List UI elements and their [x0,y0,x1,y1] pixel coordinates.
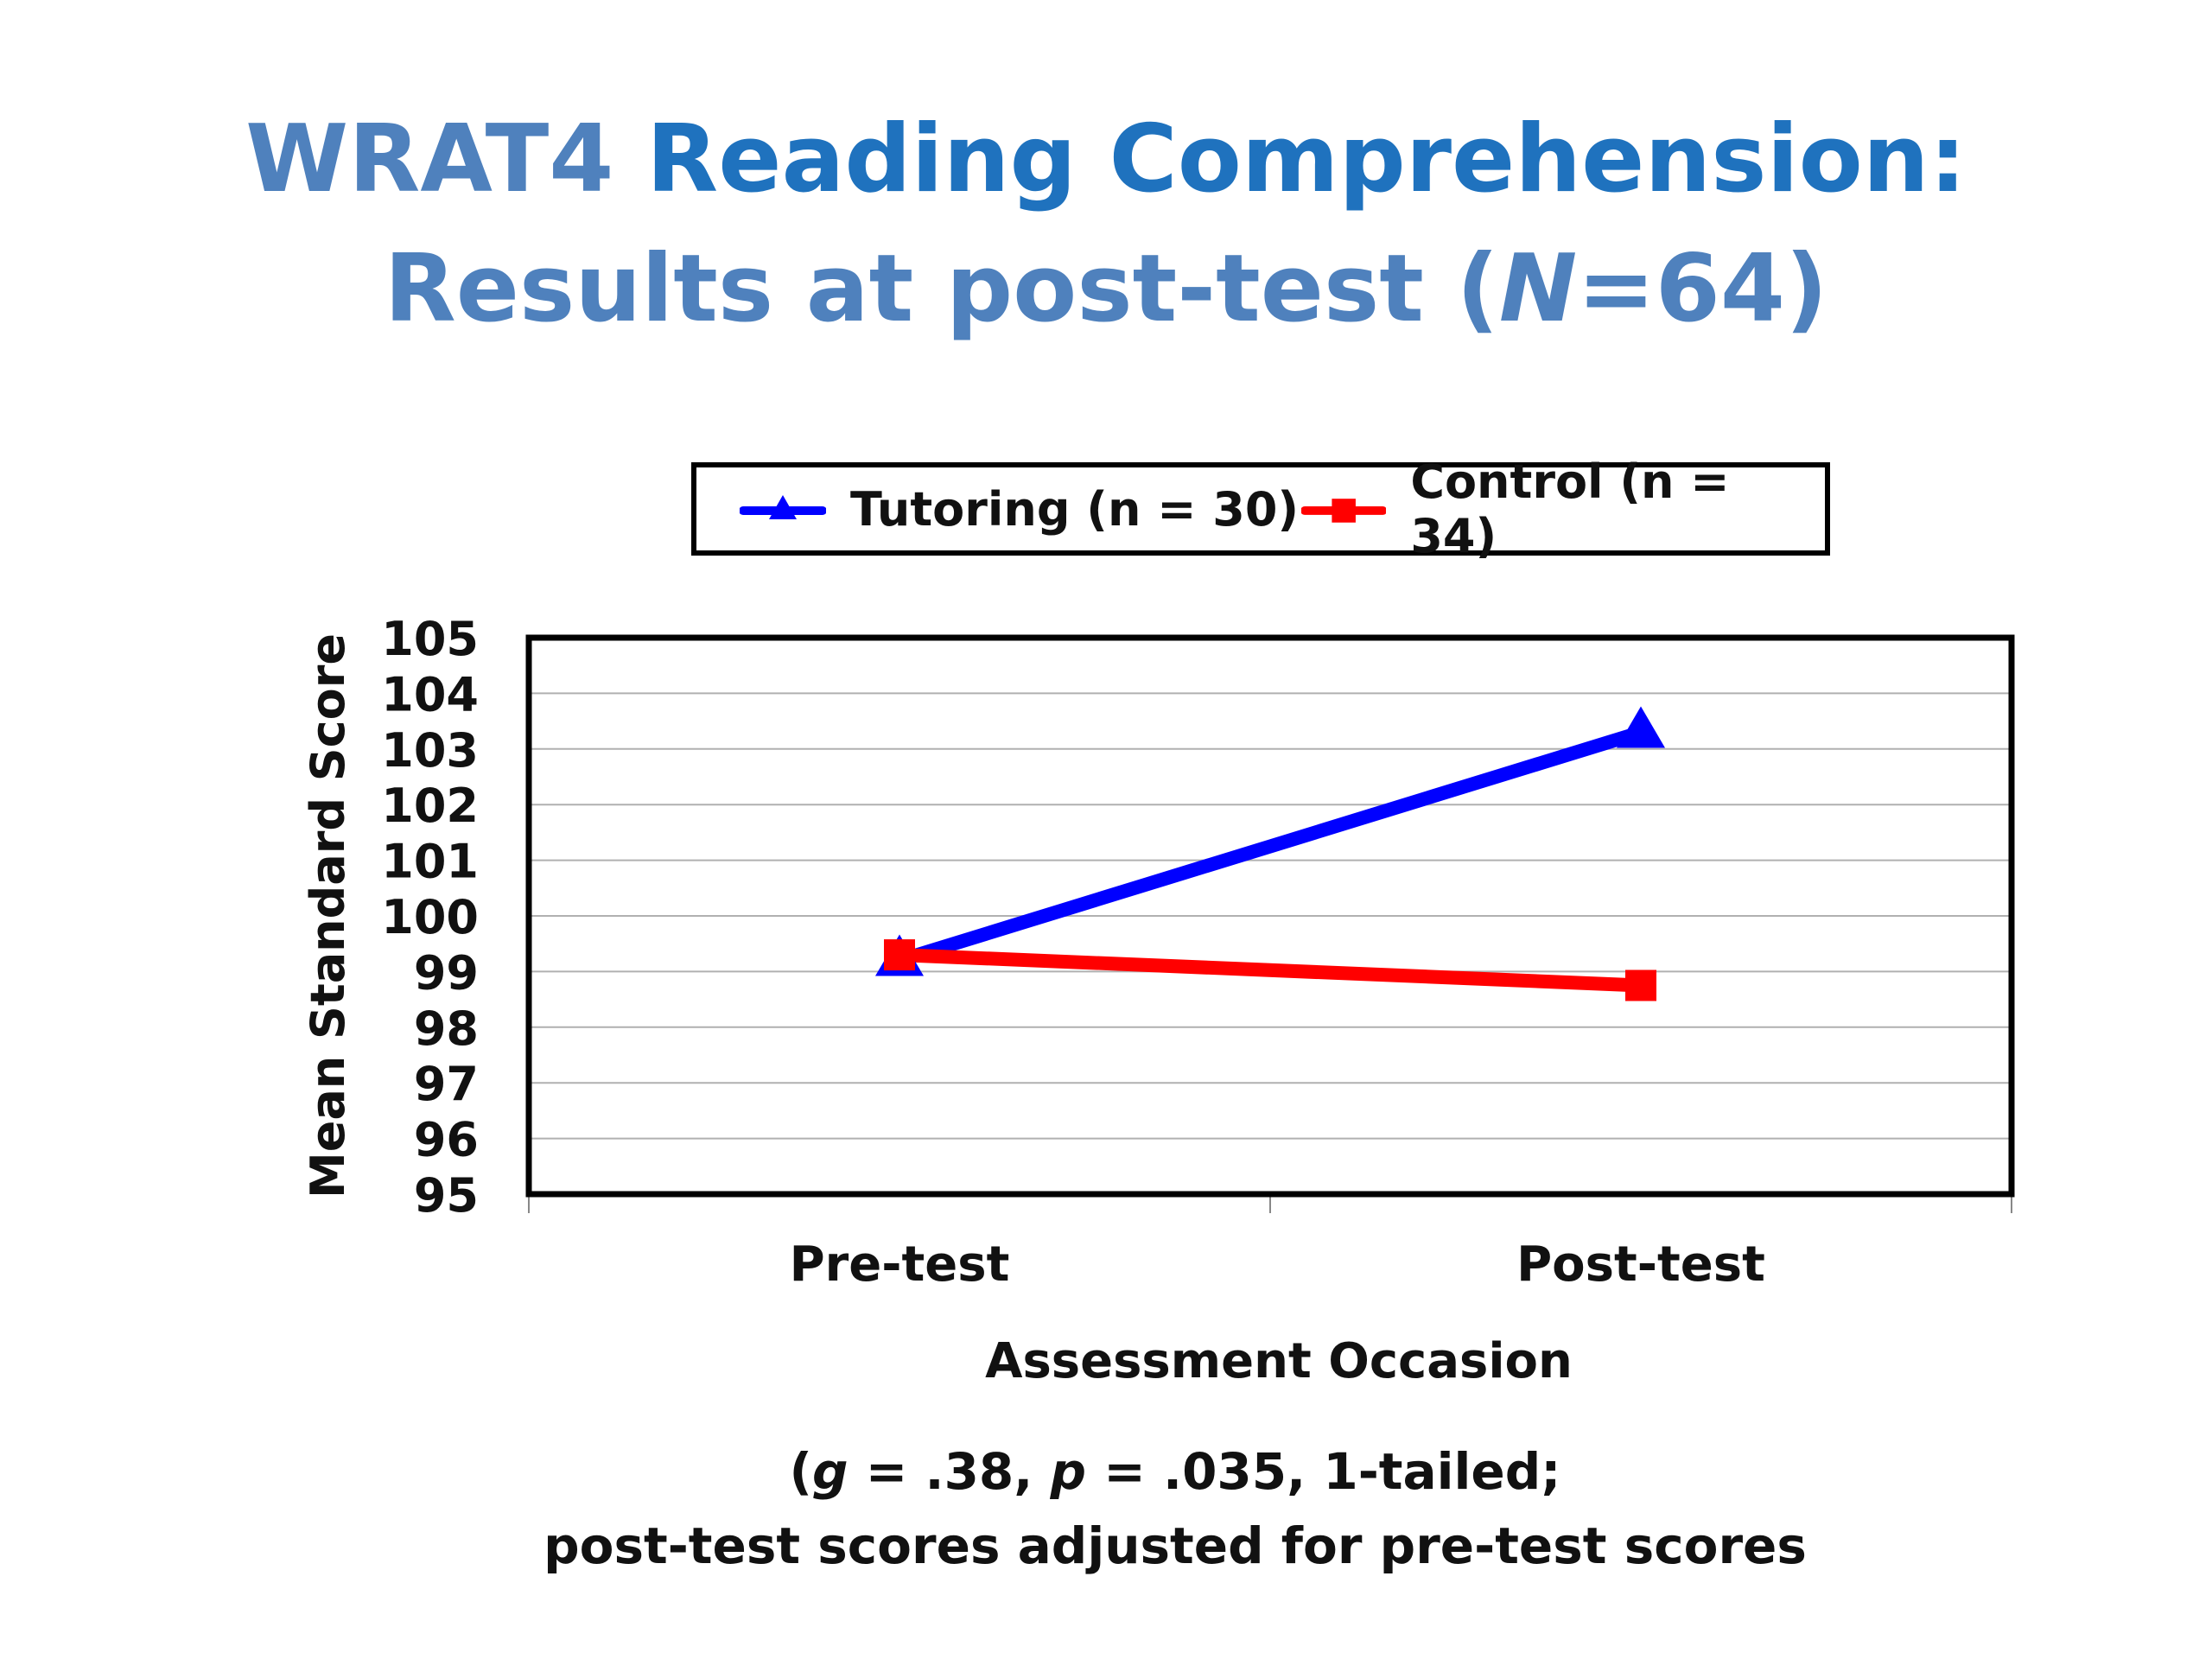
legend-label-control: Control (n = 34) [1410,454,1730,563]
footnote-open-paren: ( [789,1442,813,1501]
legend-swatch-tutoring [740,495,826,519]
x-tick-label: Post-test [1516,1236,1765,1293]
title-wrat4: WRAT4 [245,105,614,213]
plot-frame [525,634,2015,1198]
title-n-value: =64) [1577,235,1828,343]
series-line-tutoring [897,725,1643,968]
legend-marker-control [1332,499,1356,523]
footnote: (g = .38, p = .035, 1-tailed; post-test … [0,1434,2212,1583]
legend-swatch-control [1301,499,1387,523]
y-tick-label: 104 [381,667,479,721]
data-point-control [1625,969,1656,1001]
x-axis-title: Assessment Occasion [985,1333,1573,1389]
y-tick-label: 102 [381,779,479,833]
data-point-control [884,939,915,971]
y-tick-label: 103 [381,723,479,778]
footnote-g-symbol: g [812,1442,849,1501]
y-axis-title: Mean Standard Score [301,633,355,1198]
title-reading-comprehension: Reading Comprehension: [613,105,1967,213]
y-tick-label: 101 [381,835,479,889]
legend-item-tutoring: Tutoring (n = 30) [740,467,1299,550]
y-tick-label: 100 [381,890,479,944]
legend-label-tutoring: Tutoring (n = 30) [850,481,1300,537]
legend-item-control: Control (n = 34) [1301,454,1825,563]
footnote-p-text: = .035, 1-tailed; [1086,1442,1561,1501]
title-line-2: Results at post-test (N=64) [0,225,2212,354]
legend: Tutoring (n = 30) Control (n = 34) [691,454,1830,563]
y-tick-label: 105 [381,612,479,666]
legend-marker-tutoring [769,495,797,519]
data-point-tutoring [1617,706,1665,748]
footnote-g-text: = .38, [848,1442,1051,1501]
title-results-text: Results at post-test ( [384,235,1499,343]
footnote-p-symbol: p [1050,1442,1087,1501]
footnote-line-1: (g = .38, p = .035, 1-tailed; [0,1434,2212,1509]
title-line-1: WRAT4 Reading Comprehension: [0,95,2212,225]
x-tick-label: Pre-test [790,1236,1010,1293]
y-tick-label: 95 [414,1168,479,1223]
y-tick-label: 98 [414,1001,479,1056]
footnote-line-2: post-test scores adjusted for pre-test s… [543,1516,1807,1575]
y-tick-label: 97 [414,1057,479,1111]
series-line-control [899,948,1642,993]
y-tick-label: 99 [414,945,479,1000]
y-tick-label: 96 [414,1113,479,1167]
title-n-symbol: N [1498,235,1578,343]
chart-title: WRAT4 Reading Comprehension: Results at … [0,95,2212,354]
